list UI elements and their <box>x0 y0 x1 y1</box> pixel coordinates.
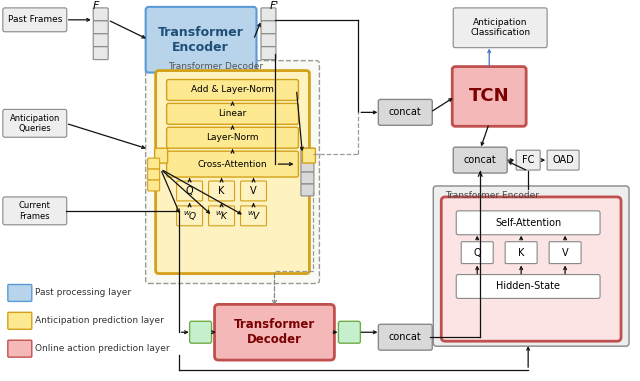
FancyBboxPatch shape <box>3 8 67 32</box>
FancyBboxPatch shape <box>456 275 600 298</box>
FancyBboxPatch shape <box>214 304 335 360</box>
Text: concat: concat <box>389 107 422 117</box>
Text: Q: Q <box>186 186 193 196</box>
FancyBboxPatch shape <box>301 148 314 160</box>
FancyBboxPatch shape <box>433 186 629 346</box>
Text: Past processing layer: Past processing layer <box>35 288 131 298</box>
Text: V: V <box>250 186 257 196</box>
Text: $^W\!K$: $^W\!K$ <box>215 210 228 222</box>
FancyBboxPatch shape <box>93 34 108 47</box>
Text: FC: FC <box>522 155 534 165</box>
Text: Hidden-State: Hidden-State <box>496 282 560 291</box>
Text: Online action prediction layer: Online action prediction layer <box>35 344 170 353</box>
FancyBboxPatch shape <box>378 99 432 125</box>
Text: Cross-Attention: Cross-Attention <box>198 160 268 169</box>
FancyBboxPatch shape <box>461 242 493 264</box>
Text: Anticipation
Queries: Anticipation Queries <box>10 114 60 133</box>
FancyBboxPatch shape <box>261 8 276 21</box>
FancyBboxPatch shape <box>261 21 276 34</box>
FancyBboxPatch shape <box>241 181 266 201</box>
Text: OAD: OAD <box>552 155 574 165</box>
Text: Current
Frames: Current Frames <box>19 201 51 221</box>
FancyBboxPatch shape <box>303 148 316 163</box>
FancyBboxPatch shape <box>8 340 32 357</box>
FancyBboxPatch shape <box>441 197 621 341</box>
Text: concat: concat <box>389 332 422 342</box>
FancyBboxPatch shape <box>549 242 581 264</box>
Text: Layer-Norm: Layer-Norm <box>206 133 259 142</box>
Text: Add & Layer-Norm: Add & Layer-Norm <box>191 85 274 94</box>
Text: K: K <box>518 248 524 258</box>
FancyBboxPatch shape <box>453 8 547 48</box>
FancyBboxPatch shape <box>505 242 537 264</box>
Text: Q: Q <box>474 248 481 258</box>
FancyBboxPatch shape <box>166 80 298 101</box>
FancyBboxPatch shape <box>177 181 203 201</box>
FancyBboxPatch shape <box>166 151 298 177</box>
FancyBboxPatch shape <box>456 211 600 235</box>
FancyBboxPatch shape <box>3 197 67 225</box>
Text: TCN: TCN <box>469 88 509 106</box>
FancyBboxPatch shape <box>339 321 360 343</box>
Text: Transformer Decoder: Transformer Decoder <box>168 62 263 71</box>
FancyBboxPatch shape <box>148 169 159 180</box>
Text: Transformer
Encoder: Transformer Encoder <box>157 26 243 54</box>
FancyBboxPatch shape <box>156 70 309 274</box>
FancyBboxPatch shape <box>453 147 507 173</box>
FancyBboxPatch shape <box>301 184 314 196</box>
FancyBboxPatch shape <box>547 150 579 170</box>
FancyBboxPatch shape <box>189 321 212 343</box>
FancyBboxPatch shape <box>301 172 314 184</box>
FancyBboxPatch shape <box>452 67 526 126</box>
Text: Transformer Encoder: Transformer Encoder <box>445 191 540 200</box>
FancyBboxPatch shape <box>209 206 234 226</box>
FancyBboxPatch shape <box>93 8 108 21</box>
FancyBboxPatch shape <box>166 127 298 148</box>
FancyBboxPatch shape <box>241 206 266 226</box>
FancyBboxPatch shape <box>301 160 314 172</box>
FancyBboxPatch shape <box>146 7 257 72</box>
FancyBboxPatch shape <box>93 21 108 34</box>
Text: Transformer
Decoder: Transformer Decoder <box>234 318 315 346</box>
Text: Past Frames: Past Frames <box>8 15 62 24</box>
Text: Linear: Linear <box>218 109 246 118</box>
FancyBboxPatch shape <box>177 206 203 226</box>
FancyBboxPatch shape <box>8 312 32 329</box>
FancyBboxPatch shape <box>155 148 168 163</box>
Text: F': F' <box>270 1 279 11</box>
FancyBboxPatch shape <box>378 324 432 350</box>
FancyBboxPatch shape <box>516 150 540 170</box>
FancyBboxPatch shape <box>148 180 159 191</box>
FancyBboxPatch shape <box>148 158 159 169</box>
Text: Self-Attention: Self-Attention <box>495 218 561 228</box>
Text: concat: concat <box>464 155 497 165</box>
FancyBboxPatch shape <box>146 61 319 283</box>
FancyBboxPatch shape <box>93 47 108 60</box>
Text: Anticipation prediction layer: Anticipation prediction layer <box>35 316 164 325</box>
Text: $^W\!Q$: $^W\!Q$ <box>182 209 196 223</box>
FancyBboxPatch shape <box>209 181 234 201</box>
FancyBboxPatch shape <box>261 47 276 60</box>
FancyBboxPatch shape <box>8 285 32 301</box>
Text: $^W\!V$: $^W\!V$ <box>246 210 260 222</box>
Text: F: F <box>93 1 99 11</box>
FancyBboxPatch shape <box>3 109 67 137</box>
FancyBboxPatch shape <box>166 103 298 124</box>
Text: K: K <box>218 186 225 196</box>
Text: V: V <box>562 248 568 258</box>
FancyBboxPatch shape <box>261 34 276 47</box>
Text: Anticipation
Classification: Anticipation Classification <box>470 18 531 37</box>
